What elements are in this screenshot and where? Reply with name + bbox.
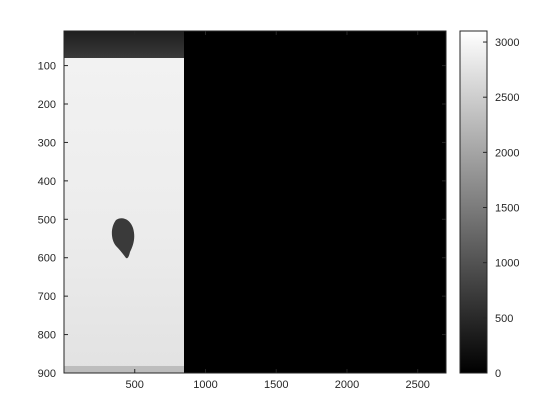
x-tick-label: 2500: [405, 379, 429, 391]
y-tick-label: 900: [38, 368, 56, 380]
y-tick-label: 700: [38, 291, 56, 303]
bright-image-region: [64, 56, 184, 373]
plot-box: [63, 30, 447, 374]
x-tick-label: 1000: [193, 379, 217, 391]
y-axis-ticks: 100 200 300 400 500 600 700 800 900: [38, 61, 446, 380]
colorbar-tick-label: 500: [495, 313, 513, 325]
colorbar-tick-label: 1000: [495, 258, 519, 270]
y-tick-label: 100: [38, 61, 56, 73]
dark-blob: [111, 218, 135, 259]
y-tick-label: 300: [38, 137, 56, 149]
bottom-edge-band: [64, 366, 184, 373]
colorbar-gradient: [460, 31, 487, 373]
colorbar-tick-label: 0: [495, 368, 501, 380]
y-tick-label: 500: [38, 214, 56, 226]
colorbar-ticks: 0 500 1000 1500 2000 2500 3000: [483, 37, 519, 380]
y-tick-label: 400: [38, 176, 56, 188]
colorbar-tick-label: 1500: [495, 203, 519, 215]
colorbar: [459, 30, 488, 374]
colorbar-box: [459, 30, 488, 374]
colorbar-tick-label: 2000: [495, 147, 519, 159]
colorbar-tick-label: 3000: [495, 37, 519, 49]
y-tick-label: 800: [38, 330, 56, 342]
y-tick-label: 600: [38, 253, 56, 265]
x-axis-ticks: 500 1000 1500 2000 2500: [126, 31, 430, 391]
x-tick-label: 1500: [264, 379, 288, 391]
plot-area: [63, 30, 447, 374]
dark-top-band: [64, 31, 184, 58]
colorbar-tick-label: 2500: [495, 92, 519, 104]
y-tick-label: 200: [38, 99, 56, 111]
x-tick-label: 2000: [335, 379, 359, 391]
x-tick-label: 500: [126, 379, 144, 391]
